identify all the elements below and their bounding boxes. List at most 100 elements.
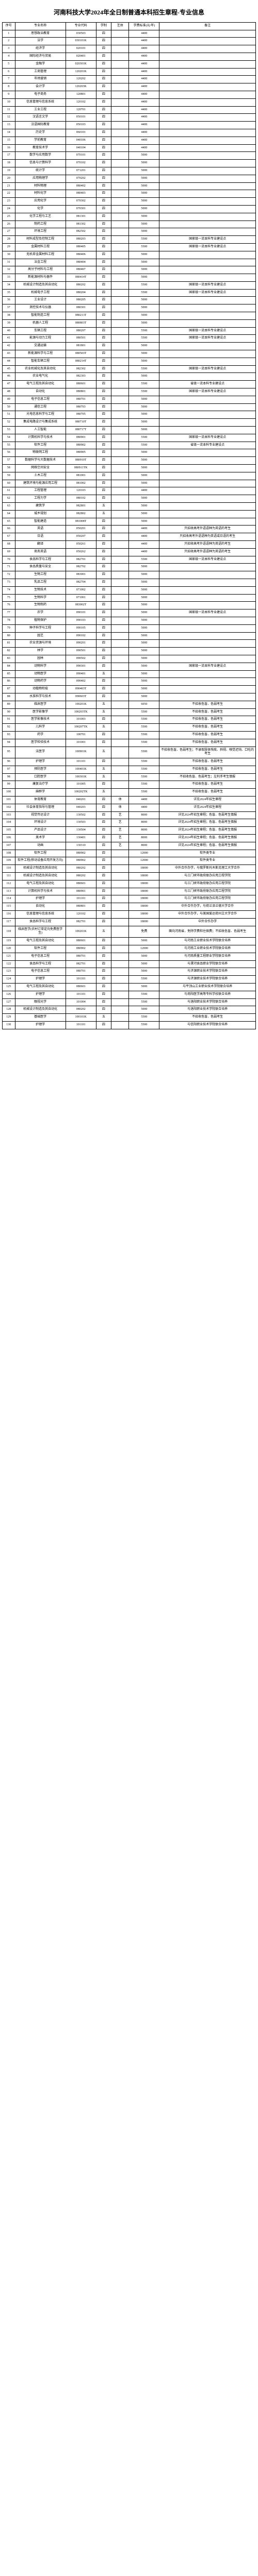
table-cell: 四 [96, 632, 111, 640]
table-cell: 四 [96, 213, 111, 221]
table-cell [111, 731, 129, 739]
table-cell: 种子科学与工程 [15, 624, 66, 632]
table-row: 23应用化学070302四5000 [3, 198, 256, 206]
table-row: 125电气工程及其自动化080601四5000与平顶山工业职业技术学院联合培养 [3, 984, 256, 991]
table-row: 7市场营销120202四4400 [3, 76, 256, 83]
table-cell: 电气工程及其自动化 [15, 938, 66, 945]
table-cell: 四 [96, 221, 111, 228]
table-header-cell: 备注 [159, 22, 256, 30]
table-cell [159, 579, 256, 586]
table-row: 66英语050201四4400只招收高考外语语种为英语的考生 [3, 526, 256, 533]
table-row: 16教育技术学040104四4400 [3, 144, 256, 152]
table-cell: 4400 [129, 91, 159, 98]
table-row: 67日语050207四4400只招收高考外语语种为英语或日语的考生 [3, 533, 256, 541]
table-cell: 12000 [129, 945, 159, 953]
table-cell: 5500 [129, 381, 159, 388]
table-cell: 艺 [111, 827, 129, 835]
table-cell [159, 586, 256, 594]
table-cell: 机械设计制造及其自动化 [15, 865, 66, 873]
table-cell [111, 319, 129, 327]
table-cell: 114 [3, 895, 15, 903]
table-row: 60建筑环境与能源应用工程081002四5000 [3, 480, 256, 487]
table-cell [111, 251, 129, 259]
table-cell [159, 205, 256, 213]
table-cell: 四 [96, 518, 111, 526]
table-cell [159, 350, 256, 358]
table-cell: 44 [3, 358, 15, 365]
table-cell [111, 648, 129, 655]
table-row: 119电气工程及其自动化080601四5000与河南工业职业技术学院联合培养 [3, 938, 256, 945]
table-cell: 动植物检疫 [15, 686, 66, 693]
table-cell: 农业电气化 [15, 373, 66, 381]
table-cell: 应用物理学 [15, 175, 66, 182]
table-cell [159, 30, 256, 38]
table-cell: 68 [3, 540, 15, 548]
table-cell [159, 198, 256, 206]
table-cell: 5000 [129, 221, 159, 228]
table-cell: 四 [96, 1006, 111, 1014]
table-cell [111, 739, 129, 747]
table-cell: 61 [3, 487, 15, 495]
table-cell: 国家级一流本科专业建设点 [159, 281, 256, 289]
table-row: 117食品科学与工程082701四18000中外合作办学 [3, 918, 256, 926]
table-cell [111, 850, 129, 857]
table-cell [111, 586, 129, 594]
table-cell [159, 602, 256, 609]
table-cell [111, 678, 129, 686]
table-cell: 四 [96, 609, 111, 617]
table-cell [111, 205, 129, 213]
table-cell: 24 [3, 205, 15, 213]
table-cell: 社会体育指导与管理 [15, 804, 66, 811]
table-cell: 39 [3, 319, 15, 327]
table-cell: 18000 [129, 918, 159, 926]
table-cell: 36 [3, 297, 15, 304]
table-cell [111, 335, 129, 343]
table-cell: 77 [3, 609, 15, 617]
table-row: 28材料成型及控制工程080203四5500国家级一流本科专业建设点 [3, 236, 256, 244]
table-cell: 四 [96, 758, 111, 766]
table-cell: 030503 [66, 30, 96, 38]
table-row: 46农业电气化082303四5000 [3, 373, 256, 381]
table-cell: 080402 [66, 182, 96, 190]
table-cell: 5000 [129, 480, 159, 487]
table-cell: 汉语言文学 [15, 114, 66, 122]
table-cell [111, 190, 129, 198]
table-cell: 5500 [129, 708, 159, 716]
table-cell: 园林 [15, 655, 66, 663]
table-cell: 090105 [66, 624, 96, 632]
table-cell: 四 [96, 648, 111, 655]
table-cell: 与平顶山工业职业技术学院联合培养 [159, 984, 256, 991]
table-cell [159, 83, 256, 91]
table-cell: 130503 [66, 819, 96, 827]
table-cell: 080202 [66, 873, 96, 880]
table-cell: 省级一流本科专业建设点 [159, 442, 256, 449]
table-cell: 四 [96, 198, 111, 206]
table-row: 19统计学071201四5000 [3, 167, 256, 175]
table-row: 116信息管理与信息系统120102四18000中外合作办学，与美国爱达荷州立大… [3, 911, 256, 919]
table-cell: 四 [96, 137, 111, 144]
table-cell [111, 419, 129, 427]
table-cell: 五 [96, 510, 111, 518]
table-cell: 法医学 [15, 747, 66, 758]
table-cell: 机械设计制造及其自动化 [15, 873, 66, 880]
table-row: 90医学影像学100203TK五5500不招收色盲、色弱考生 [3, 708, 256, 716]
table-cell [111, 670, 129, 678]
table-cell: 082502 [66, 228, 96, 236]
table-cell: 四 [96, 945, 111, 953]
table-cell: 法学 [15, 38, 66, 45]
table-cell: 四 [96, 327, 111, 335]
table-cell: 19 [3, 167, 15, 175]
table-cell: 5000 [129, 228, 159, 236]
table-cell [159, 686, 256, 693]
table-cell: 四 [96, 984, 111, 991]
table-cell: 5000 [129, 624, 159, 632]
table-cell: 090401 [66, 670, 96, 678]
table-cell: 5500 [129, 289, 159, 297]
table-cell: 020301K [66, 60, 96, 68]
table-cell [111, 427, 129, 434]
table-cell: 软件类专业 [159, 850, 256, 857]
table-cell: 不招收色盲、色弱考生 [159, 701, 256, 708]
table-row: 48自动化080801四5500国家级一流本科专业建设点 [3, 388, 256, 396]
table-cell: 不招收色盲、色弱考生 [159, 1014, 256, 1022]
table-cell [111, 53, 129, 60]
